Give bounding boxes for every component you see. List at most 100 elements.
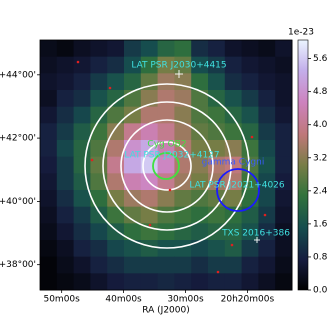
heatmap-cell: [275, 173, 293, 191]
heatmap-cell: [258, 73, 276, 91]
heatmap-cell: [241, 40, 259, 58]
heatmap-cell: [174, 56, 192, 74]
heatmap-cell: [191, 123, 209, 141]
heatmap-cell: [241, 256, 259, 274]
heatmap-cell: [107, 190, 125, 208]
region-circle: [120, 119, 214, 213]
heatmap-cell: [258, 106, 276, 124]
heatmap-cell: [241, 106, 259, 124]
heatmap-cell: [157, 273, 175, 291]
source-label: gamma Cygni: [202, 158, 265, 168]
heatmap-cell: [208, 40, 226, 58]
heatmap-cell: [258, 90, 276, 108]
heatmap-cell: [40, 256, 58, 274]
heatmap-cell: [241, 90, 259, 108]
heatmap-cell: [40, 90, 58, 108]
heatmap-cell: [73, 90, 91, 108]
cyg-ob2-circle: [152, 152, 180, 180]
heatmap-cell: [40, 190, 58, 208]
heatmap-cell: [40, 206, 58, 224]
heatmap-cell: [258, 173, 276, 191]
heatmap-cell: [90, 73, 108, 91]
heatmap-cell: [73, 223, 91, 241]
heatmap-cell: [56, 273, 75, 291]
heatmap-cell: [107, 123, 125, 141]
heatmap-cell: [73, 106, 91, 124]
heatmap-cell: [140, 206, 159, 224]
heatmap-cell: [174, 273, 192, 291]
heatmap-cell: [275, 156, 293, 174]
heatmap-cell: [224, 190, 243, 208]
heatmap-cell: [40, 273, 58, 291]
heatmap-cell: [124, 40, 142, 58]
heatmap-cell: [140, 40, 159, 58]
x-axis-label: RA (J2000): [142, 306, 190, 316]
heatmap-cell: [124, 206, 142, 224]
heatmap-cell: [107, 240, 125, 258]
heatmap-cell: [56, 173, 75, 191]
heatmap-cell: [208, 240, 226, 258]
heatmap-cell: [275, 90, 293, 108]
heatmap-cell: [208, 256, 226, 274]
heatmap-cell: [140, 123, 159, 141]
heatmap-cell: [124, 106, 142, 124]
heatmap-cell: [191, 240, 209, 258]
heatmap-cell: [275, 106, 293, 124]
heatmap-cell: [73, 240, 91, 258]
heatmap-cell: [157, 206, 175, 224]
heatmap-cell: [107, 206, 125, 224]
y-tick-label: +40°00': [0, 197, 36, 207]
heatmap-cell: [73, 156, 91, 174]
heatmap-cell: [275, 206, 293, 224]
heatmap-cell: [90, 56, 108, 74]
source-label: Cyg OB2: [147, 140, 186, 150]
heatmap-cell: [56, 106, 75, 124]
x-tick-label: 40m00s: [105, 295, 142, 305]
heatmap-cell: [157, 256, 175, 274]
region-circle: [102, 101, 232, 231]
heatmap-cell: [90, 273, 108, 291]
heatmap-cell: [56, 123, 75, 141]
heatmap-cell: [73, 190, 91, 208]
source-label: TXS 2016+386: [221, 229, 290, 239]
region-circle: [84, 83, 250, 249]
heatmap-cell: [157, 173, 175, 191]
heatmap-cell: [275, 273, 293, 291]
colorbar-tick-label: 0.0: [313, 286, 328, 296]
colorbar-tick-label: 2.4: [313, 186, 328, 196]
heatmap-cell: [90, 206, 108, 224]
heatmap-cell: [73, 273, 91, 291]
heatmap-cell: [40, 106, 58, 124]
heatmap-cell: [40, 140, 58, 158]
heatmap-cell: [191, 223, 209, 241]
colorbar-tick-label: 3.2: [313, 153, 327, 163]
heatmap-cell: [258, 40, 276, 58]
y-tick-label: +42°00': [0, 134, 36, 144]
heatmap-cell: [124, 123, 142, 141]
heatmap-cell: [90, 140, 108, 158]
heatmap-cell: [107, 156, 125, 174]
heatmap-cell: [40, 123, 58, 141]
heatmap-cell: [56, 56, 75, 74]
heatmap-cell: [241, 56, 259, 74]
heatmap-cell: [73, 56, 91, 74]
heatmap-cell: [241, 206, 259, 224]
heatmap-cell: [157, 90, 175, 108]
heatmap-cell: [241, 156, 259, 174]
heatmap-cell: [174, 256, 192, 274]
heatmap-cell: [258, 206, 276, 224]
heatmap-cell: [140, 273, 159, 291]
heatmap-cell: [208, 73, 226, 91]
heatmap-cell: [124, 173, 142, 191]
heatmap-cell: [208, 123, 226, 141]
heatmap-cell: [275, 256, 293, 274]
heatmap-cell: [275, 190, 293, 208]
heatmap-cell: [56, 190, 75, 208]
heatmap-cell: [174, 240, 192, 258]
source-label: LAT PSR J2021+4026: [189, 181, 285, 191]
heatmap-cell: [208, 140, 226, 158]
heatmap-cell: [224, 173, 243, 191]
heatmap-cell: [174, 223, 192, 241]
heatmap-cell: [73, 123, 91, 141]
